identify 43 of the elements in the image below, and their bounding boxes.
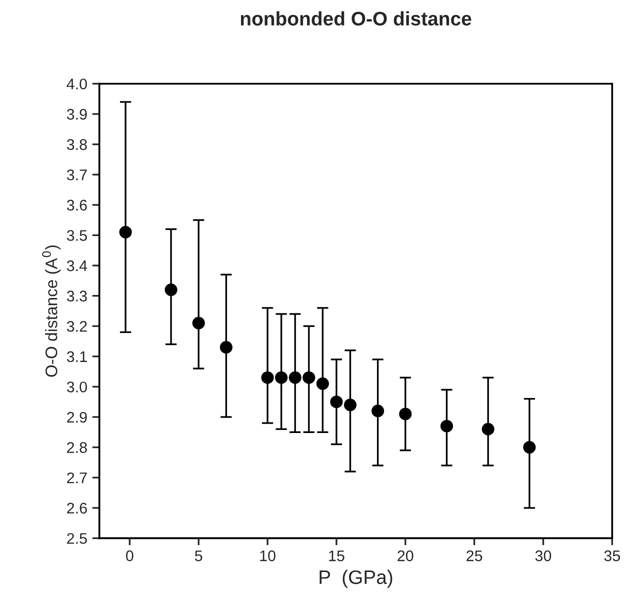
y-tick-label: 2.5 (67, 533, 87, 544)
point (220, 341, 232, 354)
y-tick-label: 2.8 (67, 442, 87, 453)
y-tick-label: 3.7 (66, 169, 87, 180)
y-tick-label: 4.0 (66, 78, 87, 90)
point (372, 404, 384, 418)
x-tick-label: 5 (194, 550, 202, 562)
x-tick-label: 15 (329, 550, 344, 562)
x-tick-label: 20 (398, 550, 414, 562)
point (192, 316, 205, 330)
point (399, 408, 412, 420)
point (302, 371, 316, 384)
point (440, 420, 454, 432)
x-tick-label: 30 (535, 550, 552, 562)
point (344, 398, 357, 412)
y-tick-label: 3.1 (66, 351, 87, 362)
point (119, 226, 132, 238)
y-tick-label: 3.3 (66, 290, 87, 302)
y-tick-label: 2.7 (67, 472, 87, 484)
chart-title: nonbonded O-O distance (240, 11, 472, 26)
x-tick-label: 35 (604, 550, 620, 562)
y-tick-label: 3.9 (66, 108, 87, 120)
point (288, 371, 302, 384)
y-tick-label: 3.2 (66, 320, 87, 332)
x-tick-label: 10 (260, 550, 276, 562)
point (330, 396, 343, 408)
y-tick-label: 3.0 (66, 382, 87, 392)
point (261, 371, 274, 384)
point (164, 283, 178, 296)
x-axis-title: P (GPa) (320, 570, 392, 588)
y-tick-label: 3.8 (66, 139, 87, 150)
point (316, 377, 329, 390)
y-tick-label: 3.4 (66, 260, 88, 272)
y-tick-label: 3.5 (66, 230, 87, 241)
point (523, 441, 536, 454)
x-tick-label: 25 (466, 550, 482, 562)
y-axis-title: O-O distance (A$^{0}$) (42, 246, 61, 377)
y-tick-label: 2.9 (67, 412, 87, 423)
y-tick-label: 2.6 (67, 502, 87, 514)
y-tick-label: 3.6 (66, 200, 87, 211)
x-tick-label: 0 (126, 550, 134, 562)
point (482, 422, 494, 436)
point (275, 371, 288, 384)
